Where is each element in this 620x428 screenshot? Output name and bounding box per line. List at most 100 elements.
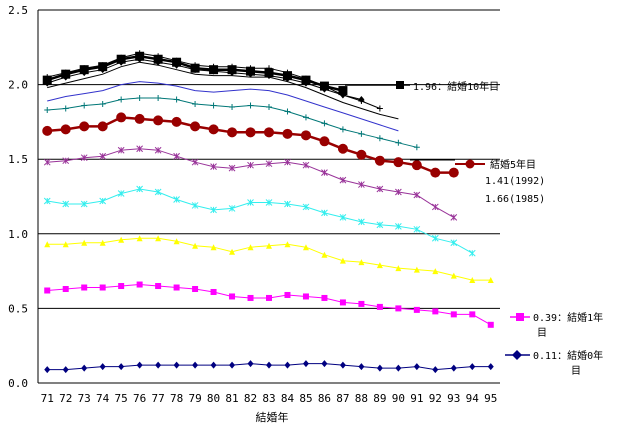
data-point [469,363,476,371]
series-9 [44,235,494,284]
data-point [118,58,125,66]
data-point [450,311,457,318]
data-point [376,105,383,112]
series-5 [44,95,420,151]
data-point [229,361,236,369]
data-point [171,116,182,127]
data-point [228,164,236,172]
data-point [210,63,217,70]
x-tick-label: 85 [299,392,312,405]
data-point [99,62,106,69]
data-point [339,92,346,99]
data-point [339,214,347,221]
data-point [81,102,88,109]
annotation-5th-marker [465,159,475,169]
x-axis-title: 結婚年 [256,410,289,424]
data-point [192,100,199,107]
data-point [265,199,273,206]
data-point [81,69,88,77]
data-point [358,300,365,307]
data-point [469,277,476,284]
data-point [210,67,217,75]
x-tick-label: 87 [336,392,349,405]
series-line [47,81,399,132]
data-point [376,221,384,229]
data-point [469,311,476,318]
data-point [247,102,254,109]
data-point [192,361,199,369]
x-tick-label: 74 [96,392,110,405]
data-point [487,277,494,284]
data-point [302,161,310,169]
data-point [284,241,291,248]
data-point [62,286,69,293]
data-point [264,127,274,138]
data-point [247,161,254,169]
data-point [432,268,439,275]
data-point [302,360,309,368]
y-tick-label: 2.0 [8,79,28,92]
data-point [154,146,162,154]
data-point [118,54,125,61]
data-point [450,364,457,372]
data-point [210,163,217,171]
x-tick-label: 81 [225,392,238,405]
data-point [229,293,236,300]
data-point [80,200,88,208]
annotation-10th-label: 1.96：結婚10年目 [413,80,499,93]
data-point [136,281,143,288]
data-point [154,188,162,196]
x-tick-label: 93 [447,392,460,405]
data-point [136,55,143,63]
data-point [300,130,311,141]
data-point [44,106,51,113]
x-tick-label: 90 [392,392,405,405]
data-point [62,73,69,81]
data-point [192,66,199,74]
data-point [358,259,365,266]
data-point [173,238,180,245]
data-point [321,120,328,127]
data-point [376,185,384,193]
x-tick-label: 71 [41,392,54,405]
data-point [118,283,125,290]
annotation-1st-marker [516,313,524,321]
data-point [81,284,88,291]
data-point [62,105,69,112]
data-point [413,363,420,371]
data-point [62,200,70,208]
data-point [487,321,494,328]
series-line [47,61,399,120]
series-2 [44,50,383,112]
data-point [60,124,71,135]
data-point [44,79,51,87]
data-point [62,366,69,374]
data-point [266,294,272,301]
data-point [395,265,402,272]
data-point [99,152,107,160]
annotation-1st-year: 0.39：結婚1年 目 [510,311,603,339]
data-point [411,160,422,171]
data-point [266,361,272,369]
series-group [42,50,494,374]
data-point [155,95,162,102]
data-point [192,242,199,249]
series-11 [44,360,494,374]
data-point [99,363,106,371]
data-point [284,75,291,83]
x-tick-label: 80 [207,392,220,405]
annotation-10th-marker [396,81,404,89]
data-point [44,241,51,248]
y-tick-label: 0.0 [8,377,28,390]
data-point [395,364,402,372]
data-point [210,244,217,251]
data-point [284,158,291,166]
data-point [358,181,365,188]
data-point [468,249,476,257]
data-point [266,65,272,72]
data-point [229,103,236,110]
data-point [210,206,217,214]
data-point [228,205,236,212]
data-point [245,127,256,138]
data-point [227,127,238,138]
